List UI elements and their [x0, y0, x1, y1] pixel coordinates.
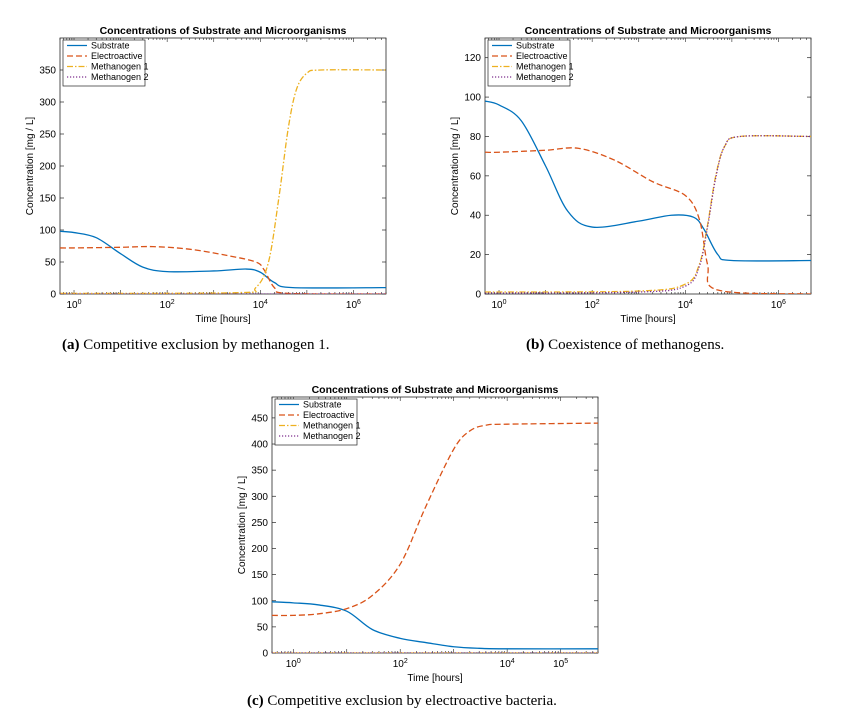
legend-label-electroactive: Electroactive — [303, 410, 355, 420]
chart-c: Concentrations of Substrate and Microorg… — [237, 384, 599, 684]
y-axis-label: Concentration [mg / L] — [450, 117, 461, 216]
caption-a-text: Competitive exclusion by methanogen 1. — [79, 337, 330, 353]
x-axis-label: Time [hours] — [195, 314, 250, 325]
caption-c-tag: (c) — [247, 693, 264, 709]
y-tick-label: 350 — [251, 466, 268, 477]
chart-b: Concentrations of Substrate and Microorg… — [450, 25, 812, 325]
x-tick-label: 104 — [500, 658, 515, 670]
y-tick-label: 40 — [470, 211, 482, 222]
y-tick-label: 250 — [251, 518, 268, 529]
y-tick-label: 50 — [257, 622, 269, 633]
legend-label-methanogen2: Methanogen 2 — [91, 72, 149, 82]
legend-label-substrate: Substrate — [303, 400, 342, 410]
legend-box — [274, 398, 358, 446]
y-tick-label: 80 — [470, 132, 482, 143]
legend-label-methanogen1: Methanogen 1 — [303, 421, 361, 431]
caption-c-text: Competitive exclusion by electroactive b… — [263, 693, 557, 709]
y-tick-label: 300 — [39, 98, 56, 109]
y-axis-label: Concentration [mg / L] — [25, 117, 36, 216]
y-tick-label: 150 — [39, 194, 56, 205]
x-tick-label: 100 — [286, 658, 301, 670]
y-tick-label: 100 — [464, 93, 481, 104]
x-tick-label: 102 — [585, 299, 600, 311]
y-tick-label: 100 — [39, 226, 56, 237]
x-tick-label: 106 — [771, 299, 786, 311]
x-tick-label: 100 — [67, 299, 82, 311]
chart-title: Concentrations of Substrate and Microorg… — [312, 384, 559, 396]
x-tick-label: 106 — [346, 299, 361, 311]
series-line-electroactive — [60, 245, 386, 294]
legend-box — [62, 39, 146, 87]
caption-b-tag: (b) — [526, 337, 545, 353]
x-axis-label: Time [hours] — [620, 314, 675, 325]
series-line-substrate — [60, 230, 386, 289]
caption-a-tag: (a) — [62, 337, 80, 353]
x-tick-label: 102 — [160, 299, 175, 311]
chart-panel-c: Concentrations of Substrate and Microorg… — [237, 383, 606, 685]
y-tick-label: 20 — [470, 250, 482, 261]
series-line-methanogen1 — [60, 69, 386, 294]
y-tick-label: 400 — [251, 440, 268, 451]
x-tick-label: 102 — [393, 658, 408, 670]
y-tick-label: 120 — [464, 53, 481, 64]
y-tick-label: 50 — [45, 258, 57, 269]
legend-label-methanogen1: Methanogen 1 — [516, 62, 574, 72]
x-tick-label: 100 — [492, 299, 507, 311]
chart-title: Concentrations of Substrate and Microorg… — [100, 25, 347, 37]
legend-label-substrate: Substrate — [516, 41, 555, 51]
series-line-electroactive — [272, 422, 598, 617]
y-tick-label: 0 — [50, 290, 56, 301]
y-tick-label: 0 — [262, 649, 268, 660]
series-line-methanogen2 — [485, 135, 811, 294]
y-tick-label: 150 — [251, 570, 268, 581]
chart-panel-a: Concentrations of Substrate and Microorg… — [25, 24, 394, 326]
caption-c: (c) Competitive exclusion by electroacti… — [247, 693, 557, 710]
legend-box — [487, 39, 571, 87]
caption-a: (a) Competitive exclusion by methanogen … — [62, 337, 329, 354]
legend-label-methanogen2: Methanogen 2 — [516, 72, 574, 82]
x-tick-label: 104 — [678, 299, 693, 311]
y-tick-label: 0 — [475, 290, 481, 301]
legend-label-methanogen1: Methanogen 1 — [91, 62, 149, 72]
chart-title: Concentrations of Substrate and Microorg… — [525, 25, 772, 37]
caption-b-text: Coexistence of methanogens. — [544, 337, 725, 353]
legend-label-electroactive: Electroactive — [516, 51, 568, 61]
y-tick-label: 350 — [39, 66, 56, 77]
series-line-substrate — [272, 601, 598, 650]
y-tick-label: 100 — [251, 596, 268, 607]
chart-a: Concentrations of Substrate and Microorg… — [25, 25, 387, 325]
y-tick-label: 450 — [251, 413, 268, 424]
x-tick-label: 105 — [553, 658, 568, 670]
series-line-electroactive — [485, 147, 811, 294]
y-axis-label: Concentration [mg / L] — [237, 476, 248, 575]
legend-label-substrate: Substrate — [91, 41, 130, 51]
y-tick-label: 250 — [39, 130, 56, 141]
y-tick-label: 200 — [251, 544, 268, 555]
plot-frame — [484, 37, 812, 295]
caption-b: (b) Coexistence of methanogens. — [526, 337, 724, 354]
x-tick-label: 104 — [253, 299, 268, 311]
legend-label-methanogen2: Methanogen 2 — [303, 431, 361, 441]
chart-panel-b: Concentrations of Substrate and Microorg… — [450, 24, 819, 326]
y-tick-label: 300 — [251, 492, 268, 503]
legend-label-electroactive: Electroactive — [91, 51, 143, 61]
y-tick-label: 200 — [39, 162, 56, 173]
series-line-methanogen1 — [485, 135, 811, 293]
y-tick-label: 60 — [470, 171, 482, 182]
x-axis-label: Time [hours] — [407, 673, 462, 684]
series-line-substrate — [485, 100, 811, 262]
